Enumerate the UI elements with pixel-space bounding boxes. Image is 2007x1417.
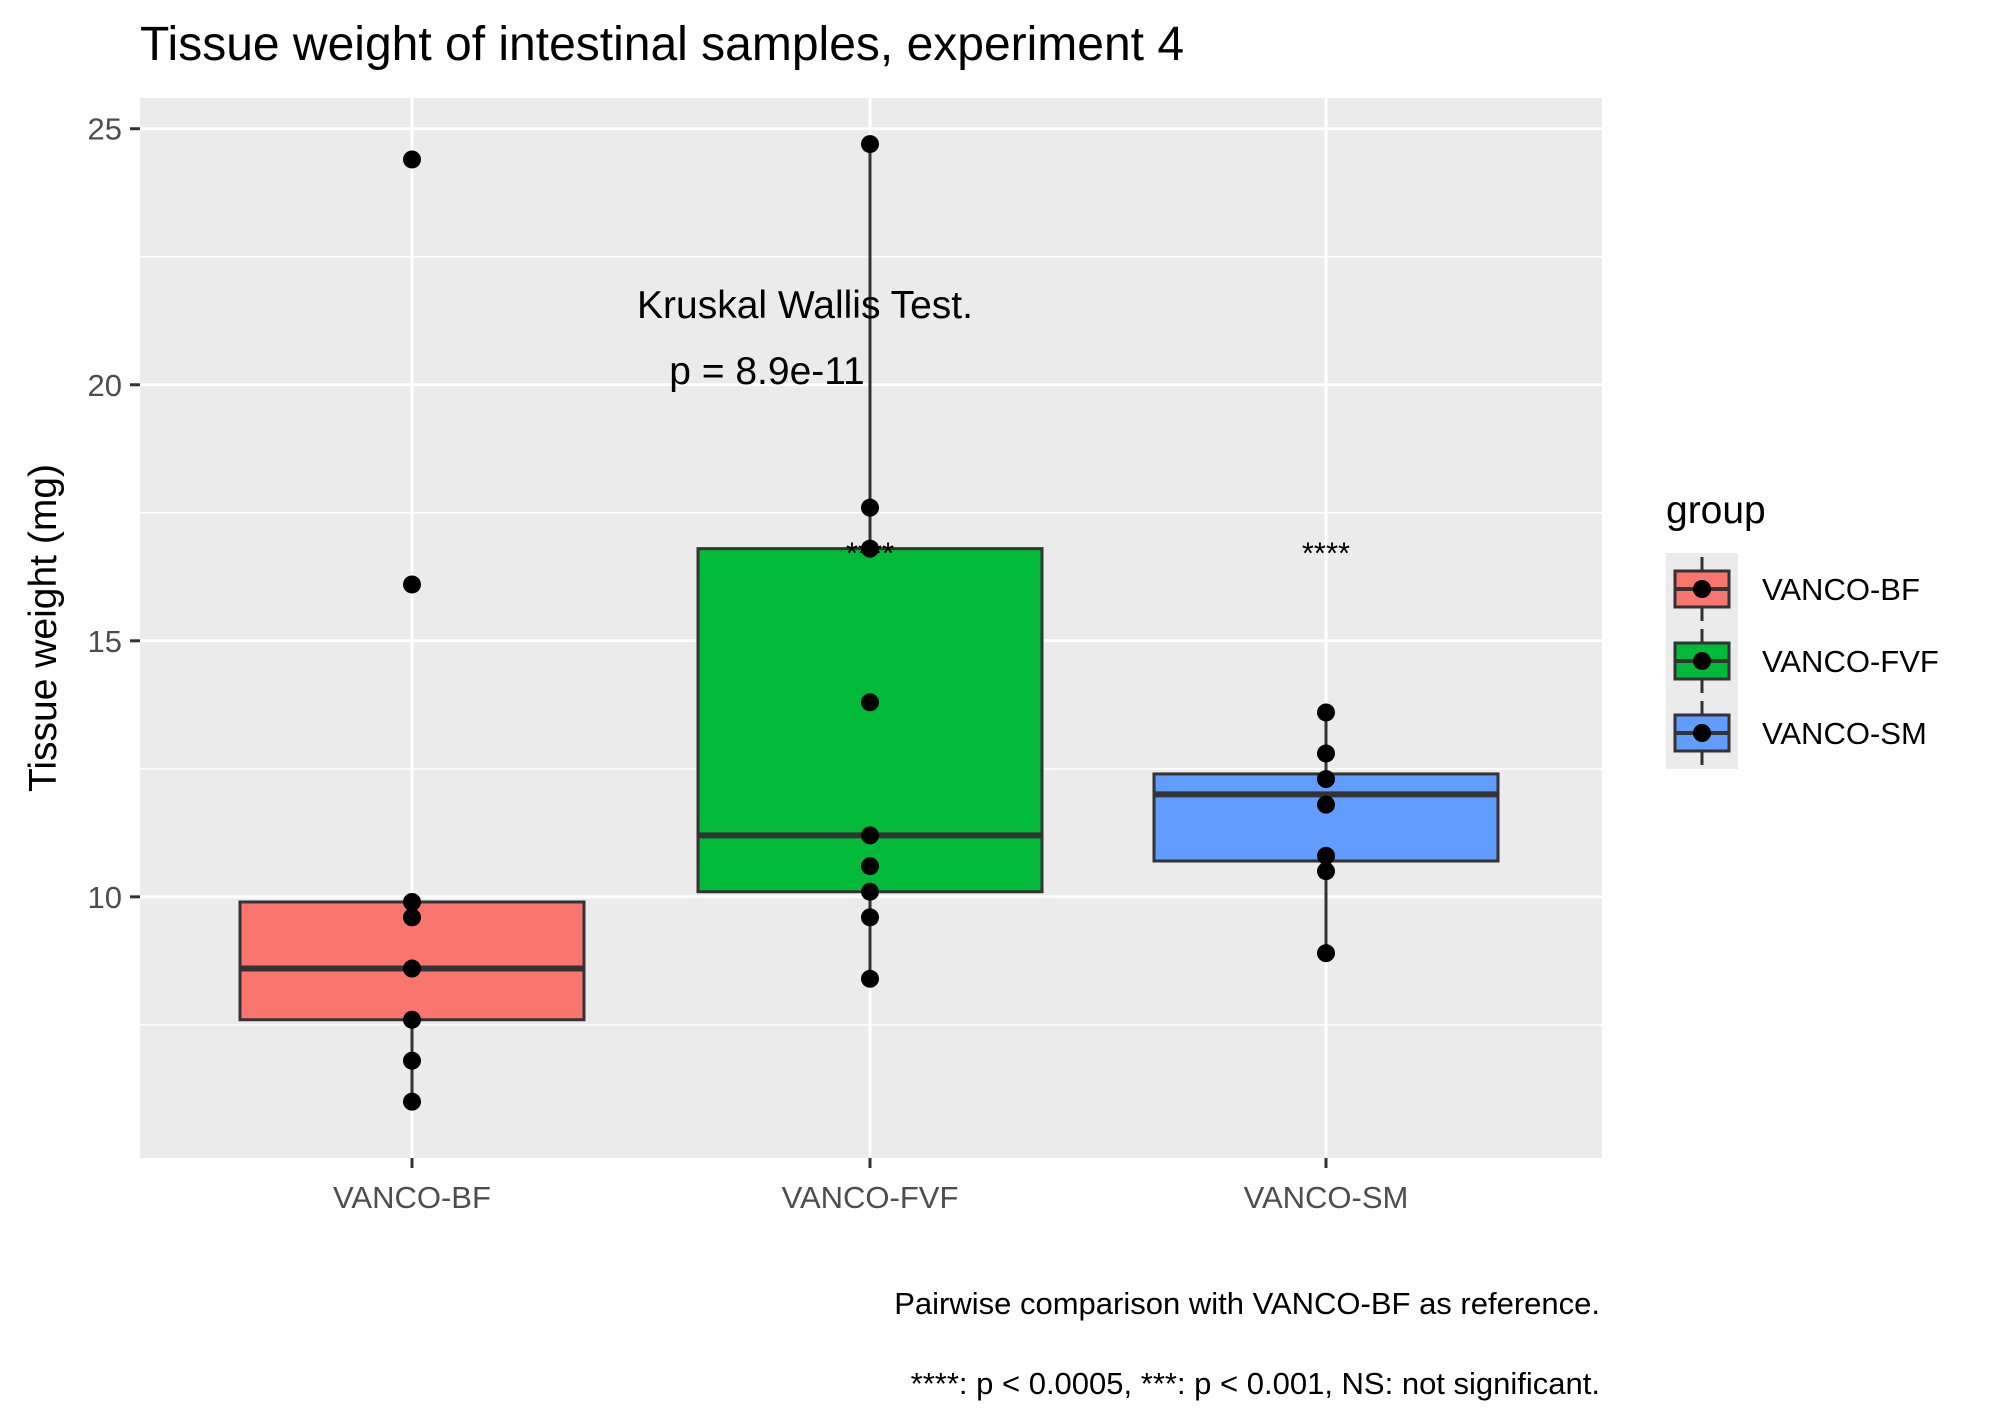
- significance-label: ****: [846, 536, 894, 571]
- data-point: [403, 1010, 421, 1029]
- data-point: [403, 908, 421, 927]
- data-point: [1317, 846, 1335, 865]
- data-point: [403, 892, 421, 911]
- y-tick-label: 15: [88, 624, 122, 659]
- x-tick-label: VANCO-BF: [333, 1180, 491, 1215]
- data-point: [1317, 703, 1335, 722]
- data-point: [861, 826, 879, 845]
- data-point: [403, 1092, 421, 1111]
- legend-label: VANCO-BF: [1762, 572, 1920, 607]
- data-point: [861, 857, 879, 876]
- p-value-label: p = 8.9e-11: [669, 350, 865, 393]
- chart-title: Tissue weight of intestinal samples, exp…: [140, 18, 1184, 71]
- data-point: [861, 693, 879, 712]
- x-tick-label: VANCO-SM: [1244, 1180, 1409, 1215]
- test-name-label: Kruskal Wallis Test.: [637, 284, 973, 327]
- data-points: [403, 135, 1335, 1111]
- data-point: [1317, 862, 1335, 881]
- data-point: [1317, 770, 1335, 789]
- data-point: [1317, 744, 1335, 763]
- data-point: [861, 882, 879, 901]
- caption-line: ****: p < 0.0005, ***: p < 0.001, NS: no…: [911, 1366, 1600, 1401]
- legend-key-point: [1693, 724, 1711, 742]
- annotations: **** **** Kruskal Wallis Test. p = 8.9e-11: [637, 284, 1350, 571]
- y-tick-label: 25: [88, 112, 122, 147]
- data-point: [1317, 944, 1335, 963]
- x-tick-label: VANCO-FVF: [782, 1180, 959, 1215]
- legend-key-point: [1693, 652, 1711, 670]
- data-point: [861, 539, 879, 558]
- legend-label: VANCO-SM: [1762, 716, 1927, 751]
- significance-label: ****: [1302, 536, 1350, 571]
- data-point: [861, 908, 879, 927]
- caption: Pairwise comparison with VANCO-BF as ref…: [894, 1286, 1600, 1401]
- data-point: [403, 1051, 421, 1070]
- data-point: [403, 150, 421, 169]
- axes: 10 15 20 25 VANCO-BF VANCO-FVF VANCO-SM: [88, 112, 1409, 1215]
- y-tick-label: 20: [88, 368, 122, 403]
- data-point: [861, 969, 879, 988]
- legend-key-point: [1693, 580, 1711, 598]
- caption-line: Pairwise comparison with VANCO-BF as ref…: [894, 1286, 1600, 1321]
- data-point: [403, 959, 421, 978]
- legend-label: VANCO-FVF: [1762, 644, 1939, 679]
- y-tick-label: 10: [88, 880, 122, 915]
- legend: group VANCO-BF VANCO-FVF VANCO-SM: [1666, 489, 1939, 769]
- data-point: [1317, 795, 1335, 814]
- legend-title: group: [1666, 489, 1766, 532]
- y-axis-title: Tissue weight (mg): [22, 464, 65, 792]
- data-point: [861, 135, 879, 154]
- data-point: [861, 498, 879, 517]
- data-point: [403, 575, 421, 594]
